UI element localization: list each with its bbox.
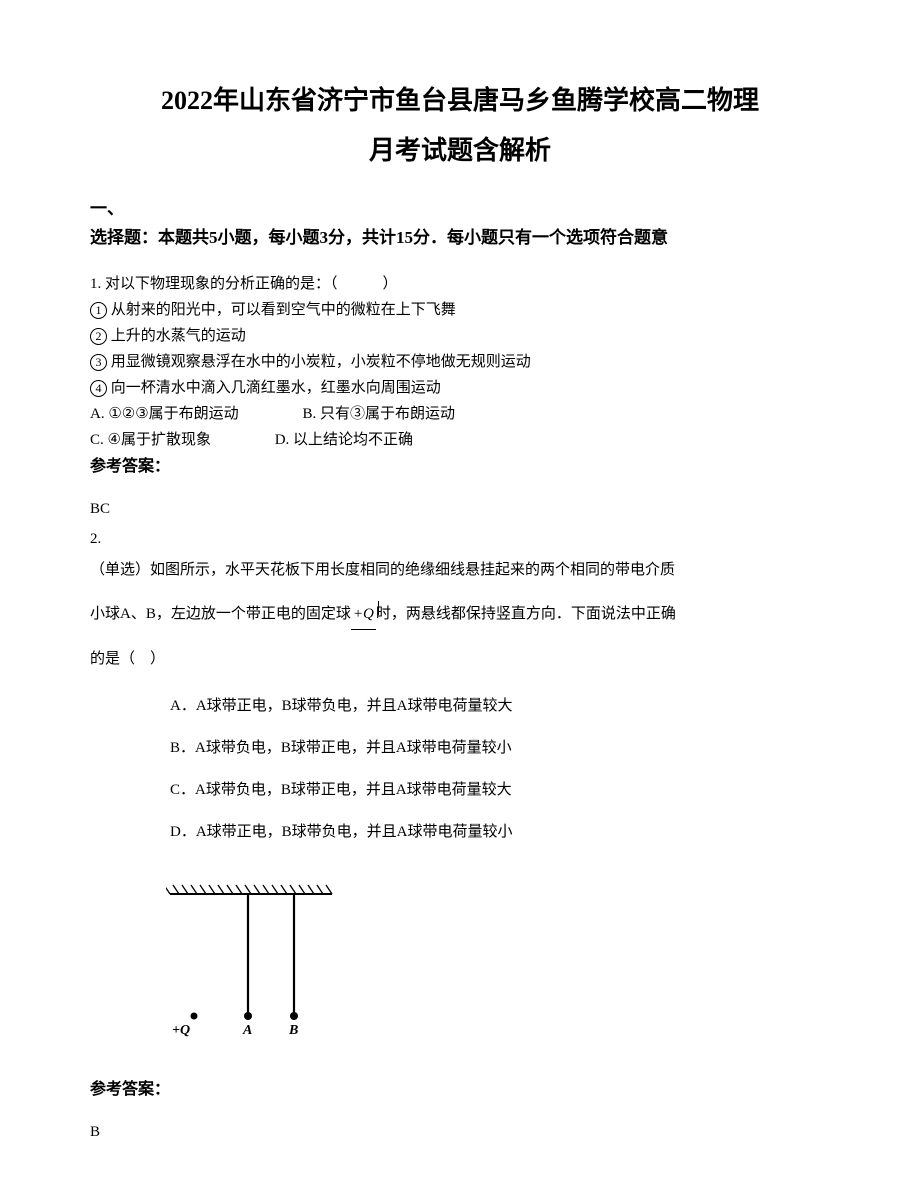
q1-item-2: 2 上升的水蒸气的运动 — [90, 324, 830, 348]
q1-answer-label: 参考答案： — [90, 454, 830, 480]
q1-item-4: 4 向一杯清水中滴入几滴红墨水，红墨水向周围运动 — [90, 376, 830, 400]
q1-answer: BC — [90, 497, 830, 521]
svg-text:+Q: +Q — [172, 1023, 190, 1038]
q1-item-3: 3 用显微镜观察悬浮在水中的小炭粒，小炭粒不停地做无规则运动 — [90, 350, 830, 374]
q2-para3: 的是（ ） — [90, 644, 830, 674]
q2-answer: B — [90, 1120, 830, 1144]
section-number: 一、 — [90, 195, 830, 222]
q1-options-row1: A. ①②③属于布朗运动 B. 只有③属于布朗运动 — [90, 402, 830, 426]
exam-title-line1: 2022年山东省济宁市鱼台县唐马乡鱼腾学校高二物理 — [90, 80, 830, 122]
q2-number: 2. — [90, 527, 830, 551]
formula-plus-q: +Q — [351, 599, 376, 630]
q1-stem: 1. 对以下物理现象的分析正确的是：（ ） — [90, 272, 830, 296]
q1-item-1: 1 从射来的阳光中，可以看到空气中的微粒在上下飞舞 — [90, 298, 830, 322]
q2-answer-label: 参考答案： — [90, 1077, 830, 1103]
section-description: 选择题：本题共5小题，每小题3分，共计15分．每小题只有一个选项符合题意 — [90, 224, 830, 251]
svg-text:B: B — [288, 1023, 298, 1038]
q2-para1: （单选）如图所示，水平天花板下用长度相同的绝缘细线悬挂起来的两个相同的带电介质 — [90, 555, 830, 585]
q2-option-a: A．A球带正电，B球带负电，并且A球带电荷量较大 — [170, 688, 830, 724]
q1-option-d: D. 以上结论均不正确 — [275, 428, 413, 452]
svg-text:A: A — [242, 1023, 252, 1038]
exam-title-line2: 月考试题含解析 — [90, 130, 830, 172]
q2-options-block: A．A球带正电，B球带负电，并且A球带电荷量较大 B．A球带负电，B球带正电，并… — [170, 688, 830, 850]
q1-options-row2: C. ④属于扩散现象 D. 以上结论均不正确 — [90, 428, 830, 452]
q2-para2: 小球A、B，左边放一个带正电的固定球+Q时，两悬线都保持竖直方向．下面说法中正确 — [90, 599, 830, 630]
q2-option-b: B．A球带负电，B球带正电，并且A球带电荷量较小 — [170, 730, 830, 766]
q2-option-c: C．A球带负电，B球带正电，并且A球带电荷量较大 — [170, 772, 830, 808]
q2-option-d: D．A球带正电，B球带负电，并且A球带电荷量较小 — [170, 814, 830, 850]
q1-option-a: A. ①②③属于布朗运动 — [90, 402, 239, 426]
pendulum-diagram: A B +Q — [166, 876, 336, 1046]
q1-option-b: B. 只有③属于布朗运动 — [302, 402, 455, 426]
q1-option-c: C. ④属于扩散现象 — [90, 428, 211, 452]
